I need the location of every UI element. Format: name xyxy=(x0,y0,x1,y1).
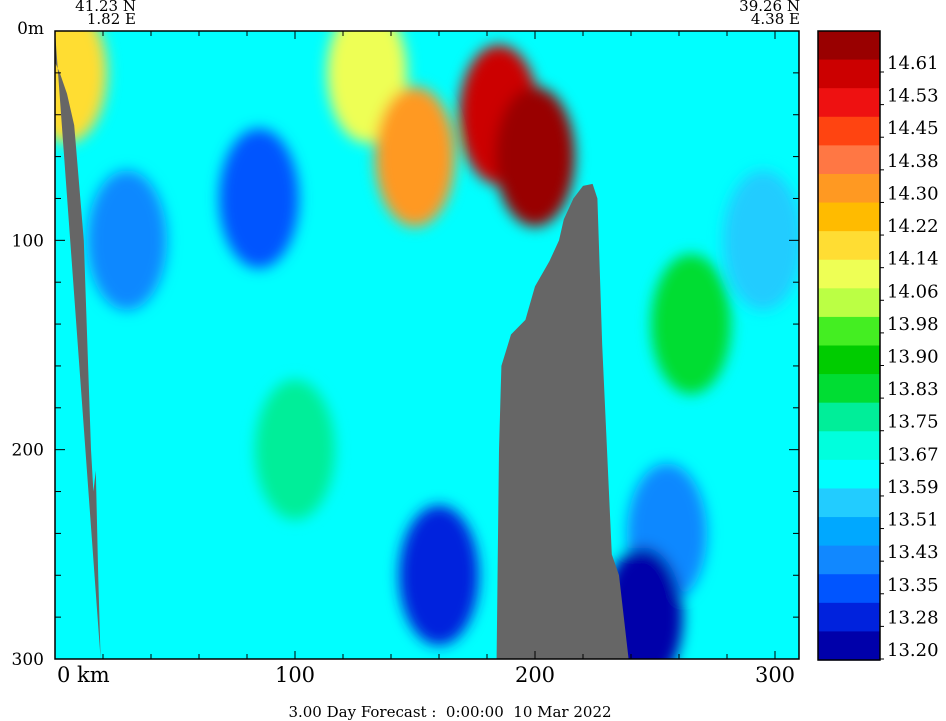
end-latitude: 39.26 N xyxy=(739,0,800,15)
colorbar-label-6: 14.14 xyxy=(887,249,939,270)
colorbar-label-1: 14.53 xyxy=(887,86,939,107)
colorbar-label-18: 13.20 xyxy=(887,640,939,661)
left-shelf-land xyxy=(55,31,101,659)
colorbar-swatch-12 xyxy=(818,374,880,404)
colorbar-frame xyxy=(817,30,881,661)
field-sample-7 xyxy=(495,86,575,227)
colorbar-label-4: 14.30 xyxy=(887,183,939,204)
colorbar-label-15: 13.43 xyxy=(887,542,939,563)
colorbar-swatch-6 xyxy=(818,202,880,232)
y-tick-label-0: 0m xyxy=(17,19,44,39)
colorbar-swatch-7 xyxy=(818,231,880,261)
start-longitude: 1.82 E xyxy=(86,10,136,28)
colorbar-label-11: 13.75 xyxy=(887,412,939,433)
colorbar-swatch-17 xyxy=(818,517,880,547)
plot-frame xyxy=(54,30,800,660)
y-tick-label-100: 100 xyxy=(12,231,44,251)
bathymetry-land xyxy=(55,31,629,659)
start-latitude: 41.23 N xyxy=(75,0,136,15)
colorbar-swatch-2 xyxy=(818,88,880,118)
colorbar-label-8: 13.98 xyxy=(887,314,939,335)
colorbar-swatch-15 xyxy=(818,459,880,490)
colorbar-swatch-19 xyxy=(818,574,880,604)
colorbar-swatch-10 xyxy=(818,316,880,347)
x-tick-label-300: 300 xyxy=(755,663,795,687)
field-blobs xyxy=(55,31,799,659)
colorbar-label-2: 14.45 xyxy=(887,118,939,139)
field-sample-10 xyxy=(651,254,731,395)
axis-ticks: 0 km 100 200 300 0m 100 200 300 xyxy=(12,19,799,687)
colorbar-label-17: 13.28 xyxy=(887,607,939,628)
end-coordinates: 39.26 N 4.38 E xyxy=(700,0,800,28)
colorbar-swatch-1 xyxy=(818,59,880,89)
y-tick-label-200: 200 xyxy=(12,441,44,461)
colorbar-swatch-16 xyxy=(818,488,880,518)
colorbar-swatch-11 xyxy=(818,345,880,375)
colorbar-label-3: 14.38 xyxy=(887,151,939,172)
field-sample-11 xyxy=(723,170,799,311)
seamount-land xyxy=(496,183,629,659)
colorbar-swatch-9 xyxy=(818,288,880,318)
colorbar-label-7: 14.06 xyxy=(887,281,939,302)
colorbar-label-10: 13.83 xyxy=(887,379,939,400)
colorbar-label-5: 14.22 xyxy=(887,216,939,237)
x-tick-label-200: 200 xyxy=(515,663,555,687)
x-tick-label-0: 0 km xyxy=(57,663,110,687)
end-longitude: 4.38 E xyxy=(750,10,800,28)
x-tick-label-100: 100 xyxy=(275,663,315,687)
colorbar-label-16: 13.35 xyxy=(887,575,939,596)
colorbar-swatch-8 xyxy=(818,259,880,289)
field-sample-5 xyxy=(375,86,455,227)
field-sample-1 xyxy=(87,170,167,311)
colorbar-swatch-14 xyxy=(818,431,880,461)
forecast-caption: 3.00 Day Forecast : 0:00:00 10 Mar 2022 xyxy=(288,703,612,721)
y-tick-label-300: 300 xyxy=(12,650,44,670)
colorbar-label-0: 14.61 xyxy=(887,53,939,74)
colorbar-swatch-18 xyxy=(818,545,880,575)
colorbar-swatch-3 xyxy=(818,116,880,146)
colorbar-swatch-20 xyxy=(818,602,880,633)
start-coordinates: 41.23 N 1.82 E xyxy=(40,0,136,28)
colorbar-label-14: 13.51 xyxy=(887,510,939,531)
colorbar-swatch-0 xyxy=(818,31,880,61)
field-sample-2 xyxy=(219,128,299,269)
colorbar-label-9: 13.90 xyxy=(887,347,939,368)
colorbar-swatch-13 xyxy=(818,402,880,432)
colorbar-label-12: 13.67 xyxy=(887,444,939,465)
colorbar-swatch-21 xyxy=(818,631,880,661)
colorbar-label-13: 13.59 xyxy=(887,477,939,498)
colorbar: 14.61 14.53 14.45 14.38 14.30 14.22 14.14 14.06… xyxy=(817,30,939,661)
field-sample-3 xyxy=(255,379,335,520)
field-sample-8 xyxy=(399,505,479,646)
plot-area xyxy=(55,31,799,659)
colorbar-swatch-5 xyxy=(818,173,880,204)
temperature-field xyxy=(55,31,799,659)
colorbar-swatch-4 xyxy=(818,145,880,175)
